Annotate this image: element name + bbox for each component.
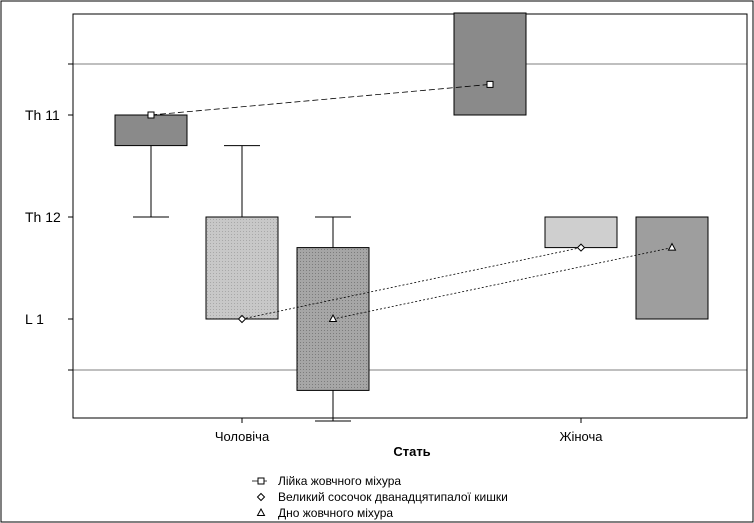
median-line [150, 84, 491, 116]
legend-label: Великий сосочок дванадцятипалої кишки [278, 490, 508, 504]
legend-label: Лійка жовчного міхура [278, 474, 401, 488]
y-tick-label: L 1 [25, 311, 44, 327]
median-line [241, 247, 582, 320]
boxes [114, 12, 709, 422]
x-axis-ticks: Чоловіча Жіноча [215, 418, 603, 444]
y-tick-label: Th 11 [25, 107, 60, 123]
x-tick-label: Чоловіча [215, 429, 270, 444]
legend-label: Дно жовчного міхура [278, 506, 393, 520]
box [114, 114, 188, 147]
x-tick-label: Жіноча [559, 429, 603, 444]
y-tick-label: Th 12 [25, 209, 61, 225]
median-marker [328, 313, 338, 322]
legend-marker [256, 507, 266, 516]
box [635, 216, 709, 320]
legend-marker [257, 477, 265, 485]
x-axis-title: Стать [393, 444, 430, 459]
box [544, 216, 618, 249]
median-markers [147, 80, 677, 324]
median-marker [667, 242, 677, 251]
y-axis-ticks: Th 11 Th 12 L 1 [25, 63, 73, 371]
median-marker [486, 80, 494, 88]
box [453, 12, 527, 116]
median-lines [150, 84, 673, 320]
median-marker [237, 314, 247, 324]
median-marker [147, 111, 155, 119]
median-marker [576, 243, 586, 252]
median-line [332, 247, 673, 320]
gridlines [73, 63, 747, 371]
plot-area [72, 13, 748, 419]
legend-marker [256, 492, 266, 502]
box [205, 216, 279, 320]
legend: Лійка жовчного міхура Великий сосочок два… [252, 474, 508, 520]
